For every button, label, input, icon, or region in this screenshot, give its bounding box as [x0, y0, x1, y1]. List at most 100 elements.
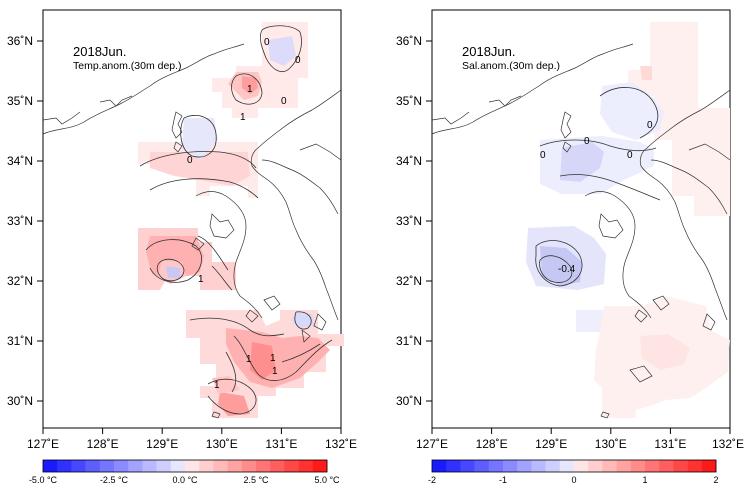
colorbar-swatch [673, 460, 688, 472]
contour-label: -0.4 [558, 264, 576, 275]
colorbar-swatch [630, 460, 646, 472]
colorbar-swatch [616, 460, 632, 472]
colorbar-swatch [256, 460, 271, 472]
colorbar-swatch [602, 460, 617, 472]
colorbar-label: 0 [571, 475, 576, 485]
colorbar-swatch [559, 460, 575, 472]
colorbar-swatch [432, 460, 447, 472]
colorbar-swatch [71, 460, 86, 472]
temperature-anomaly-map: 0 0 0 0 1 1 1 1 1 1 1 [7, 9, 357, 485]
lon-label: 130˚E [595, 437, 627, 451]
lon-label: 131˚E [654, 437, 686, 451]
colorbar-label: 0.0 °C [172, 475, 198, 485]
colorbar-swatch [142, 460, 157, 472]
contour-label: 0 [187, 155, 193, 166]
colorbar-frame [42, 459, 328, 473]
contour-label: 1 [272, 366, 278, 377]
contour-label: 0 [584, 136, 590, 147]
colorbar-swatch [531, 460, 546, 472]
salinity-colorbar [431, 459, 717, 473]
colorbar-swatch [517, 460, 532, 472]
colorbar-swatch [128, 460, 143, 472]
contour-label: 0 [281, 96, 287, 107]
contour-label: 0 [264, 37, 270, 48]
latitude-labels: 36˚N 35˚N 34˚N 33˚N 32˚N 31˚N 30˚N [7, 34, 33, 408]
salinity-contour-labels: 0 0 0 0 -0.4 [540, 120, 653, 275]
temperature-colorbar [42, 459, 328, 473]
contour-label: 1 [246, 354, 252, 365]
colorbar-swatch [43, 460, 58, 472]
colorbar-swatch [199, 460, 214, 472]
contour-label: 0 [647, 120, 653, 131]
lat-label: 33˚N [7, 214, 33, 228]
lat-label: 36˚N [7, 34, 33, 48]
panel-subtitle: Temp.anom.(30m dep.) [73, 60, 182, 72]
contour-label: 0 [540, 150, 546, 161]
lat-label: 36˚N [396, 34, 422, 48]
colorbar-swatch [687, 460, 703, 472]
contour-label: 1 [247, 84, 253, 95]
colorbar-swatch [99, 460, 115, 472]
temperature-anomaly-field [138, 22, 344, 418]
colorbar-swatch [701, 460, 717, 472]
lon-label: 132˚E [325, 437, 357, 451]
colorbar-swatch [312, 460, 328, 472]
lon-label: 132˚E [712, 437, 744, 451]
colorbar-label: -2 [428, 475, 436, 485]
colorbar-swatch [284, 460, 299, 472]
lon-label: 128˚E [87, 437, 119, 451]
colorbar-swatch [545, 460, 561, 472]
colorbar-label: 2.5 °C [243, 475, 269, 485]
lat-label: 35˚N [7, 94, 33, 108]
colorbar-label: -5.0 °C [29, 475, 58, 485]
lat-label: 30˚N [396, 394, 422, 408]
contour-label: 1 [240, 112, 246, 123]
colorbar-swatch [241, 460, 257, 472]
lat-label: 31˚N [7, 334, 33, 348]
colorbar-swatch [488, 460, 504, 472]
lon-label: 131˚E [265, 437, 297, 451]
map-ticks [426, 40, 731, 434]
salinity-colorbar-labels: -2 -1 0 1 2 [428, 475, 719, 485]
colorbar-label: -1 [499, 475, 507, 485]
coastline [42, 43, 342, 419]
temperature-contours [139, 25, 333, 415]
colorbar-frame [431, 459, 717, 473]
colorbar-label: 2 [713, 475, 718, 485]
lon-label: 129˚E [146, 437, 178, 451]
panel-subtitle: Sal.anom.(30m dep.) [462, 60, 560, 72]
lon-label: 127˚E [416, 437, 448, 451]
colorbar-swatch [588, 460, 603, 472]
longitude-labels: 127˚E 128˚E 129˚E 130˚E 131˚E 132˚E [27, 437, 357, 451]
colorbar-swatch [213, 460, 228, 472]
colorbar-swatch [114, 460, 129, 472]
colorbar-swatch [503, 460, 518, 472]
colorbar-swatch [645, 460, 660, 472]
colorbar-swatch [185, 460, 200, 472]
latitude-labels: 36˚N 35˚N 34˚N 33˚N 32˚N 31˚N 30˚N [396, 34, 422, 408]
lat-label: 32˚N [396, 274, 422, 288]
lat-label: 35˚N [396, 94, 422, 108]
contour-label: 1 [270, 353, 276, 364]
salinity-anomaly-map: 0 0 0 0 -0.4 2018Jun. Sal.anom.(30m dep.… [396, 9, 744, 485]
colorbar-swatch [446, 460, 461, 472]
temperature-contour-labels: 0 0 0 0 1 1 1 1 1 1 1 [187, 37, 301, 391]
lat-label: 34˚N [7, 154, 33, 168]
temperature-colorbar-labels: -5.0 °C -2.5 °C 0.0 °C 2.5 °C 5.0 °C [29, 475, 340, 485]
contour-label: 0 [627, 150, 633, 161]
colorbar-swatch [57, 460, 72, 472]
lat-label: 30˚N [7, 394, 33, 408]
panel-title: 2018Jun. [462, 44, 516, 59]
contour-label: 1 [214, 380, 220, 391]
map-ticks [37, 40, 342, 434]
lat-label: 31˚N [396, 334, 422, 348]
coastline [431, 43, 731, 419]
colorbar-swatch [85, 460, 101, 472]
contour-label: 0 [295, 55, 301, 66]
longitude-labels: 127˚E 128˚E 129˚E 130˚E 131˚E 132˚E [416, 437, 744, 451]
lat-label: 32˚N [7, 274, 33, 288]
colorbar-swatch [659, 460, 674, 472]
panel-title: 2018Jun. [73, 44, 127, 59]
colorbar-swatch [227, 460, 243, 472]
lat-label: 33˚N [396, 214, 422, 228]
